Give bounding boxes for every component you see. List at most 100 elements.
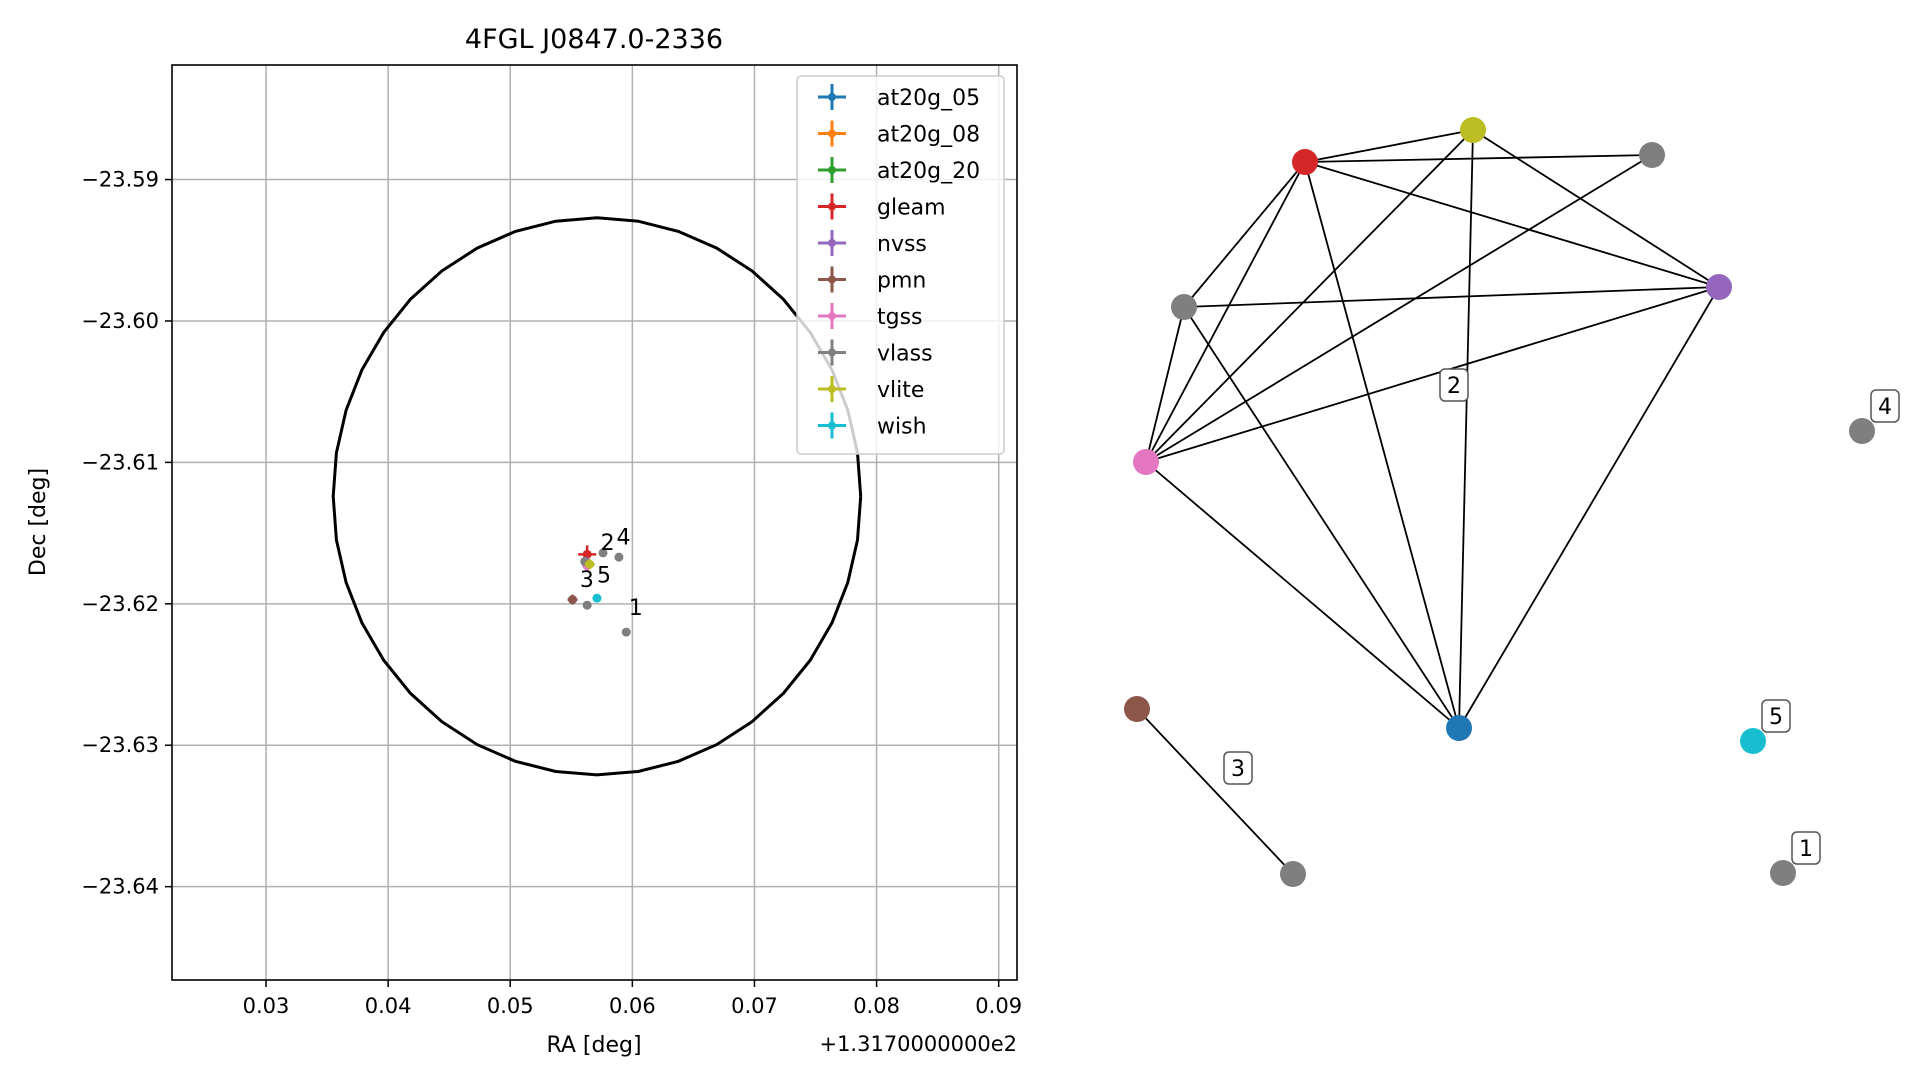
node-label-gray_4-box [1870,389,1900,423]
legend-label: nvss [877,232,927,257]
legend-label: at20g_08 [877,123,980,148]
node-label-gray_1-box [1791,831,1821,865]
point-annotation: 4 [616,525,630,550]
graph-edge [1304,154,1653,163]
y-tick-label: −23.59 [81,168,159,192]
graph-node-red [1292,149,1318,175]
legend-dot-at20g_20 [828,166,836,174]
cluster-label-3: 3 [1223,751,1253,785]
graph-node-gray_bottom [1280,861,1306,887]
legend-label: gleam [877,196,946,221]
graph-edge [1136,708,1294,875]
legend-dot-nvss [828,239,836,247]
x-offset-label: +1.3170000000e2 [819,1032,1017,1056]
x-tick-label: 0.04 [365,994,412,1018]
graph-node-gray_left [1171,294,1197,320]
legend-dot-pmn [828,275,836,284]
cluster-label-3-box [1223,751,1253,785]
graph-edge [1458,129,1474,729]
x-tick-label: 0.09 [975,994,1022,1018]
point-annotation: 5 [597,564,611,589]
point-annotation: 3 [580,568,594,593]
point-pmn [568,595,578,605]
graph-edge [1145,286,1720,463]
y-axis-label: Dec [deg] [26,468,51,576]
x-tick-label: 0.06 [609,994,656,1018]
point-vlass [582,600,592,610]
graph-node-olive [1460,117,1486,143]
node-label-gray_1-text: 1 [1799,837,1813,862]
legend-dot-vlass [828,348,836,357]
y-tick-label: −23.64 [81,875,159,899]
legend-label: pmn [877,269,926,294]
graph-edge [1472,129,1720,288]
graph-edge [1458,286,1720,729]
graph-edge [1183,161,1306,308]
point-vlass [598,548,608,558]
legend-label: at20g_05 [877,86,980,111]
legend-dot-tgss [828,312,836,320]
point-annotation: 1 [629,596,643,621]
legend-dot-wish [828,421,836,430]
graph-node-cyan [1740,728,1766,754]
network-graph: 4 5 1 2 3 [1124,117,1900,887]
graph-node-gray_4 [1849,418,1875,444]
graph-node-purple [1706,274,1732,300]
node-label-cyan-text: 5 [1769,705,1783,730]
graph-edge [1145,306,1185,463]
graph-edge [1304,129,1474,163]
y-tick-label: −23.60 [81,309,159,333]
node-label-cyan: 5 [1761,699,1791,733]
graph-node-pink [1133,449,1159,475]
cluster-label-3-text: 3 [1231,757,1245,782]
plot-frame [171,64,1018,981]
graph-node-gray_top [1639,142,1665,168]
graph-edge [1304,161,1720,288]
node-label-gray_4-text: 4 [1878,395,1892,420]
node-label-gray_1: 1 [1791,831,1821,865]
graph-edge [1145,161,1306,463]
graph-edge [1183,286,1720,308]
x-tick-label: 0.03 [243,994,290,1018]
cluster-label-2-box [1439,368,1469,402]
legend-label: vlass [877,342,933,367]
x-axis-label: RA [deg] [546,1033,641,1058]
legend-label: vlite [877,378,924,403]
x-tick-label: 0.08 [853,994,900,1018]
point-vlass [614,552,624,562]
point-gleam [582,549,592,559]
node-label-cyan-box [1761,699,1791,733]
graph-edge [1145,461,1460,729]
legend-label: wish [877,415,927,440]
graph-edge [1145,129,1474,463]
point-vlite [585,559,595,569]
error-ellipse [331,216,863,777]
legend-dot-gleam [828,202,836,211]
node-label-gray_4: 4 [1870,389,1900,423]
graph-edge [1183,306,1460,729]
legend-label: tgss [877,305,923,330]
cluster-label-2: 2 [1439,368,1469,402]
chart-title: 4FGL J0847.0-2336 [465,24,723,55]
legend-dot-vlite [828,385,836,393]
graph-node-blue [1446,715,1472,741]
x-tick-label: 0.05 [487,994,534,1018]
graph-edge [1145,154,1653,463]
y-tick-label: −23.63 [81,733,159,757]
point-vlass [621,627,631,637]
point-wish [592,593,602,603]
graph-node-brown [1124,696,1150,722]
point-annotation: 2 [601,531,615,556]
y-tick-label: −23.61 [81,450,159,474]
legend-dot-at20g_08 [828,129,836,138]
x-tick-label: 0.07 [731,994,778,1018]
legend-box [796,75,1005,455]
legend-label: at20g_20 [877,159,980,184]
y-tick-label: −23.62 [81,592,159,616]
graph-node-gray_1 [1770,860,1796,886]
graph-edge [1304,161,1460,729]
cluster-label-2-text: 2 [1447,374,1461,399]
